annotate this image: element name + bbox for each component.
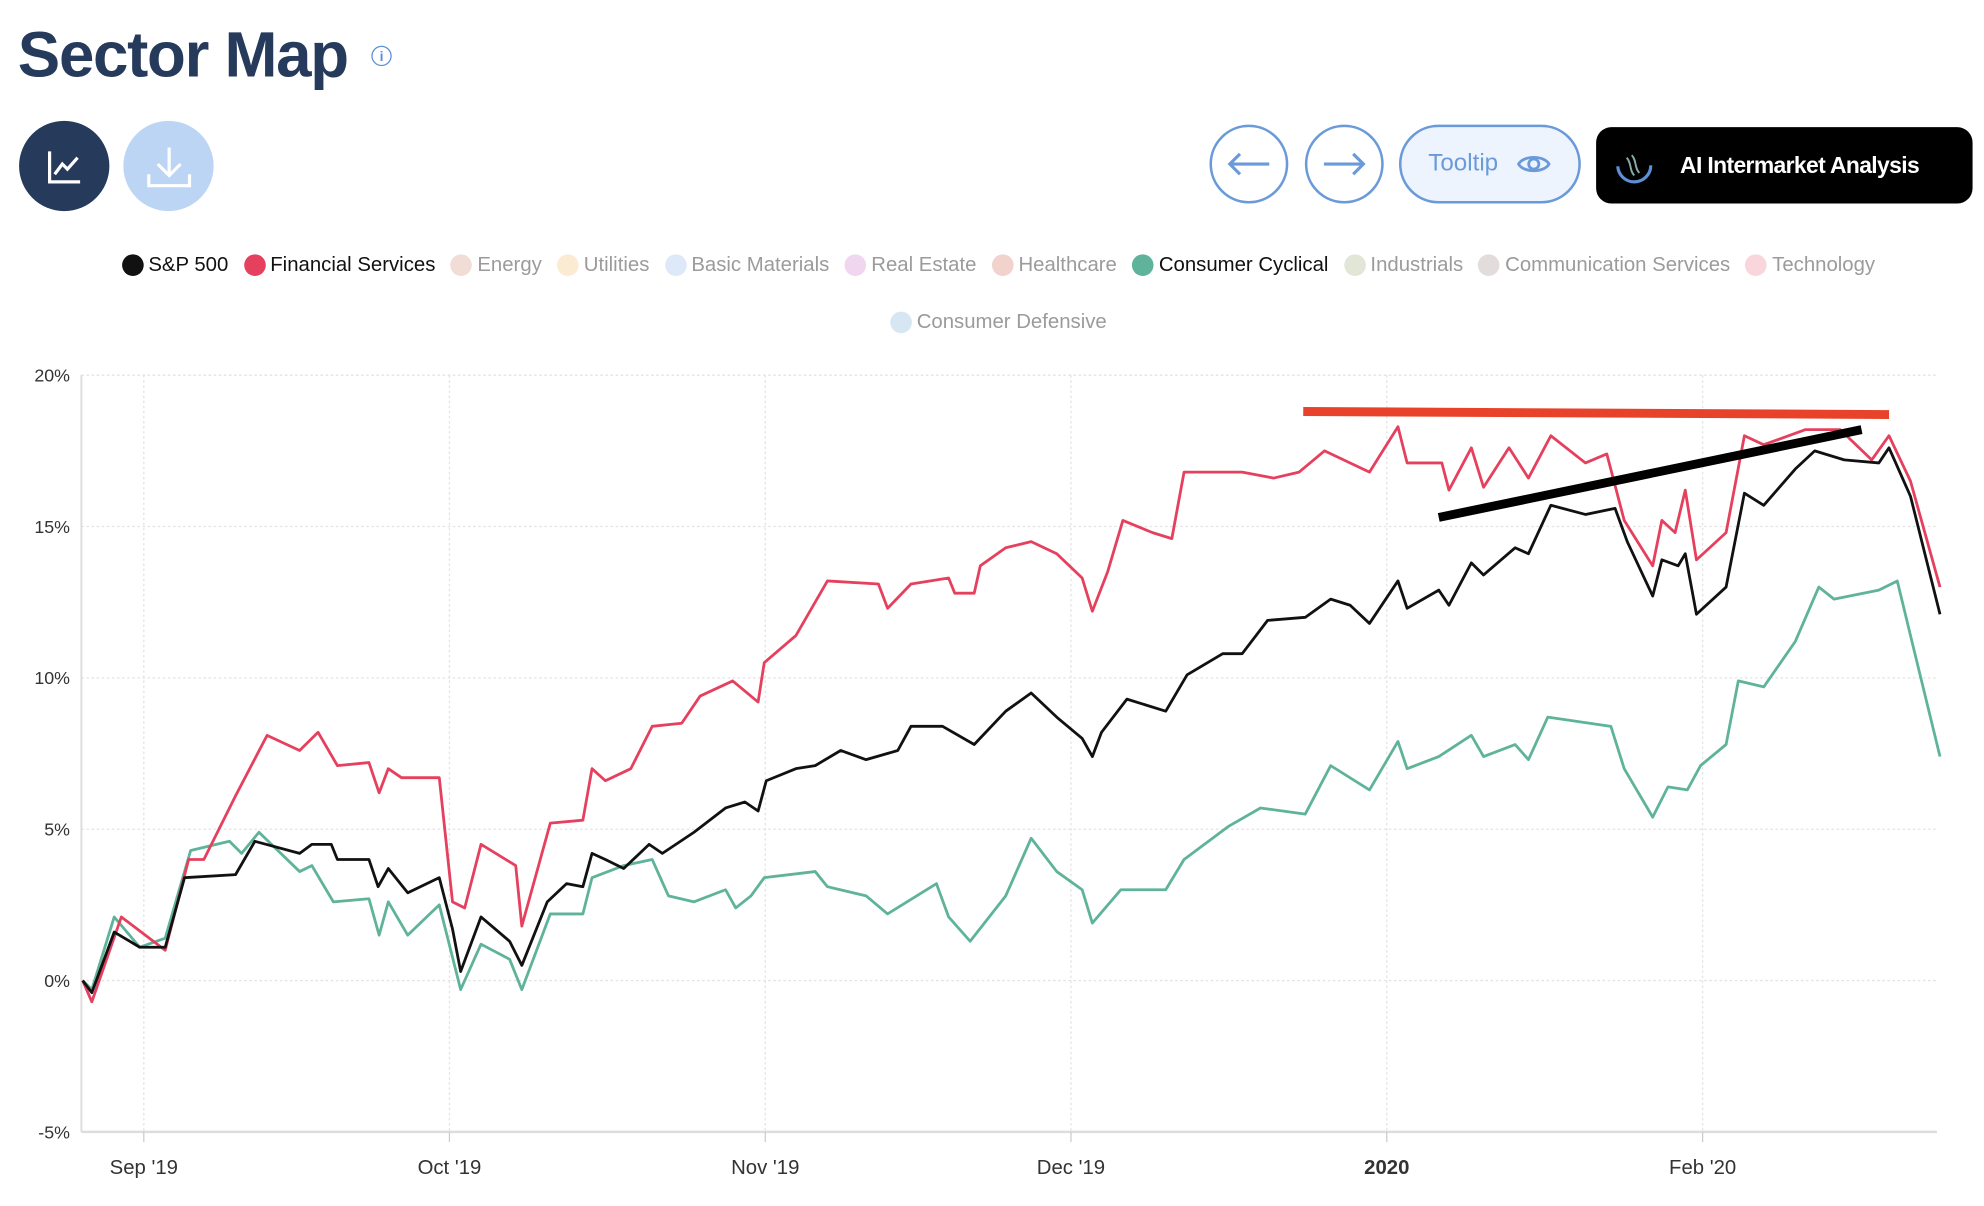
page-title: Sector Map [17, 19, 349, 91]
tooltip-label: Tooltip [1428, 150, 1499, 177]
x-tick-label: Sep '19 [110, 1157, 178, 1179]
ai-brain-icon [1616, 147, 1653, 184]
y-tick-label: -5% [38, 1122, 70, 1142]
legend-item-financial-services[interactable]: Financial Services [243, 252, 436, 279]
legend-label: Utilities [583, 253, 650, 276]
x-tick-label: Oct '19 [418, 1157, 482, 1179]
download-button[interactable] [123, 120, 214, 212]
legend-item-s-p-500[interactable]: S&P 500 [121, 252, 229, 279]
chart-view-button[interactable] [19, 120, 110, 212]
legend-item-technology[interactable]: Technology [1745, 252, 1875, 279]
legend-dot [557, 254, 579, 276]
legend-dot [450, 254, 473, 276]
series-line-financial-services [81, 425, 1942, 1004]
legend-label: Consumer Defensive [916, 310, 1107, 333]
ai-button-label: AI Intermarket Analysis [1680, 151, 1920, 178]
legend-dot [1745, 254, 1768, 276]
annotation-trendline-2 [1437, 425, 1863, 522]
legend-item-communication-services[interactable]: Communication Services [1478, 252, 1730, 279]
arrow-right-icon [1323, 152, 1366, 176]
tooltip-toggle-button[interactable]: Tooltip [1398, 124, 1581, 204]
info-icon[interactable]: i [371, 45, 392, 67]
ai-intermarket-analysis-button[interactable]: AI Intermarket Analysis [1596, 127, 1973, 204]
legend-label: Basic Materials [691, 253, 830, 276]
x-tick-label: Dec '19 [1037, 1157, 1105, 1179]
legend-dot [243, 254, 266, 276]
legend-item-consumer-cyclical[interactable]: Consumer Cyclical [1132, 252, 1328, 279]
arrow-left-icon [1227, 152, 1270, 176]
legend-dot [844, 254, 867, 276]
x-tick-label: Feb '20 [1669, 1157, 1736, 1179]
legend-label: S&P 500 [148, 253, 229, 276]
legend-label: Real Estate [871, 253, 977, 276]
x-tick-label: 2020 [1364, 1157, 1409, 1179]
y-tick-label: 20% [34, 366, 70, 386]
legend-dot [890, 311, 912, 334]
series-line-s-p-500 [81, 446, 1942, 995]
legend-dot [991, 254, 1014, 276]
y-tick-label: 15% [34, 517, 70, 537]
legend-item-basic-materials[interactable]: Basic Materials [664, 252, 830, 279]
legend-item-utilities[interactable]: Utilities [557, 252, 649, 279]
legend-label: Healthcare [1018, 253, 1117, 276]
legend-item-consumer-defensive[interactable]: Consumer Defensive [890, 309, 1107, 336]
legend-label: Communication Services [1505, 253, 1731, 276]
legend-label: Industrials [1370, 253, 1464, 276]
legend-dot [1343, 254, 1366, 276]
legend-dot [664, 254, 687, 276]
legend-item-real-estate[interactable]: Real Estate [844, 252, 977, 279]
chart-legend: S&P 500 Financial Services Energy Utilities… [51, 252, 1946, 336]
legend-item-energy[interactable]: Energy [450, 252, 542, 279]
previous-button[interactable] [1209, 124, 1289, 204]
legend-label: Consumer Cyclical [1158, 253, 1329, 276]
legend-label: Technology [1772, 253, 1876, 276]
x-tick-label: Nov '19 [731, 1157, 799, 1179]
legend-dot [1478, 254, 1501, 276]
eye-icon [1516, 155, 1551, 173]
next-button[interactable] [1304, 124, 1384, 204]
legend-label: Financial Services [270, 253, 436, 276]
y-tick-label: 5% [44, 820, 70, 840]
legend-dot [1132, 254, 1154, 276]
y-tick-label: 0% [44, 971, 70, 991]
y-tick-label: 10% [34, 668, 70, 688]
legend-item-healthcare[interactable]: Healthcare [991, 252, 1117, 279]
download-icon [146, 146, 191, 187]
legend-dot [121, 254, 144, 276]
series-line-consumer-cyclical [81, 579, 1942, 991]
legend-item-industrials[interactable]: Industrials [1343, 252, 1464, 279]
annotation-trendline-1 [1303, 407, 1890, 419]
line-chart-icon [47, 150, 80, 183]
legend-label: Energy [477, 253, 542, 276]
